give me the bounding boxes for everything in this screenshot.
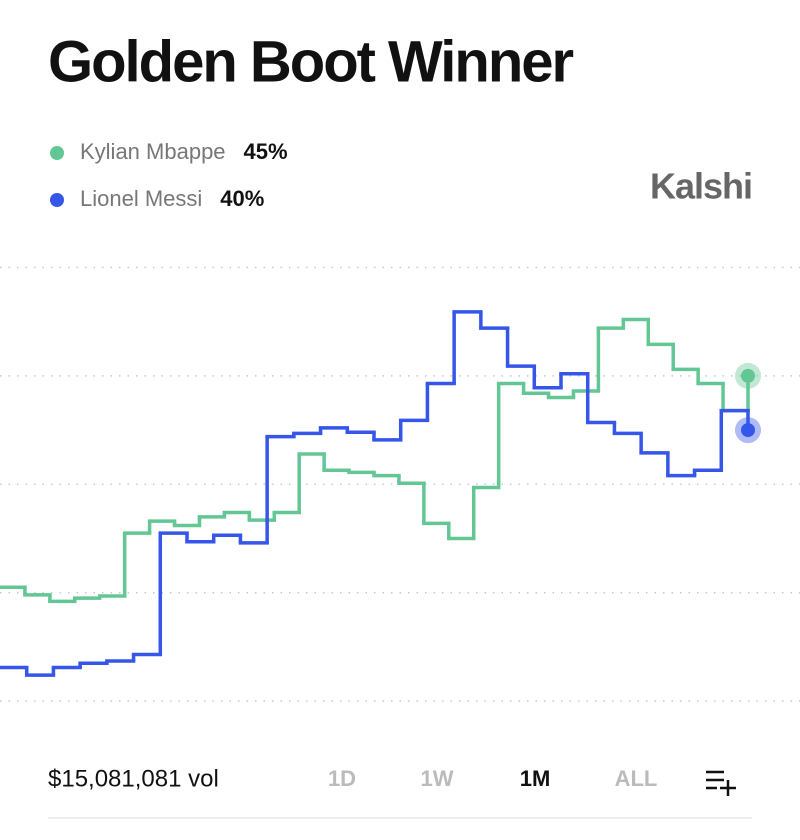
legend-dot xyxy=(50,146,64,160)
volume: $15,081,081 vol xyxy=(48,765,219,792)
legend-name: Kylian Mbappe xyxy=(80,139,226,164)
legend-name: Lionel Messi xyxy=(80,186,202,211)
end-dot xyxy=(741,423,755,438)
legend-dot xyxy=(50,193,64,207)
range-button[interactable]: 1D xyxy=(328,766,356,791)
title: Golden Boot Winner xyxy=(48,29,574,94)
end-dot xyxy=(741,368,755,383)
add-icon[interactable] xyxy=(706,770,736,796)
legend-value: 40% xyxy=(220,186,264,211)
range-button[interactable]: 1M xyxy=(520,766,551,791)
legend-value: 45% xyxy=(244,139,288,164)
range-button[interactable]: 1W xyxy=(421,766,454,791)
brand: Kalshi xyxy=(650,166,752,207)
range-button[interactable]: ALL xyxy=(615,766,658,791)
